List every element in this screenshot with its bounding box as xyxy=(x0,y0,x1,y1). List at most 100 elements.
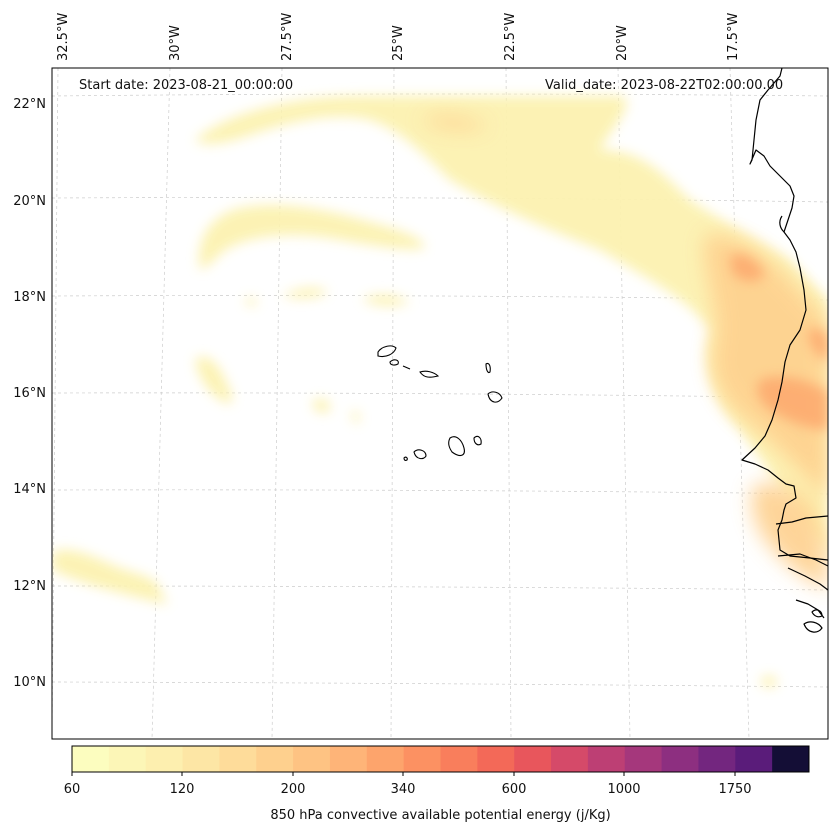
colorbar-swatch xyxy=(514,746,552,772)
island-maio xyxy=(473,435,482,446)
colorbar-swatch xyxy=(661,746,699,772)
colorbar-swatch xyxy=(403,746,441,772)
island-brava xyxy=(403,456,408,461)
island-santiago xyxy=(448,436,465,457)
cape-blob-8 xyxy=(654,223,667,234)
colorbar-swatch xyxy=(182,746,220,772)
cape-band-southwest xyxy=(52,549,168,605)
lat-label-12n: 12°N xyxy=(13,579,46,594)
gridline-lon-20 xyxy=(617,68,631,739)
colorbar-tick-340: 340 xyxy=(390,782,416,797)
lat-label-20n: 20°N xyxy=(13,194,46,209)
colorbar-tick-120: 120 xyxy=(169,782,195,797)
colorbar-swatch xyxy=(366,746,405,772)
plot-frame xyxy=(51,67,829,740)
cape-blob-3 xyxy=(195,356,232,404)
coastline xyxy=(741,68,828,633)
colorbar-tick-60: 60 xyxy=(63,782,81,797)
gridline-lat-14 xyxy=(52,489,828,495)
island-boa-vista xyxy=(487,391,503,403)
gridline-lat-12 xyxy=(52,585,828,591)
island-sao-nicolau xyxy=(419,370,440,378)
gridline-lat-22 xyxy=(52,93,828,97)
gridlines xyxy=(52,68,828,739)
cape-band-north xyxy=(195,96,828,560)
colorbar-swatch xyxy=(440,746,478,772)
colorbar-swatch xyxy=(329,746,368,772)
colorbar-tick-1750: 1750 xyxy=(718,782,752,797)
cape-blob-4 xyxy=(312,398,331,413)
lon-label-275w: 27.5°W xyxy=(280,12,295,61)
colorbar-swatch xyxy=(772,746,810,772)
lat-label-22n: 22°N xyxy=(13,97,46,112)
plot-area xyxy=(52,68,828,739)
cape-north-medium xyxy=(420,116,490,130)
cape-blob-9 xyxy=(676,255,693,270)
lon-label-175w: 17.5°W xyxy=(726,12,741,61)
coast-mainland xyxy=(741,68,828,561)
cape-core-1 xyxy=(730,253,765,282)
colorbar-swatch xyxy=(293,746,331,772)
lat-label-16n: 16°N xyxy=(13,386,46,401)
gridline-lat-20 xyxy=(52,197,828,203)
cape-core-2 xyxy=(757,376,828,430)
coast-gambia-south xyxy=(777,553,828,567)
colorbar-swatch xyxy=(145,746,184,772)
cape-blob-5 xyxy=(760,675,778,688)
island-sal xyxy=(485,362,491,374)
colorbar-swatch xyxy=(587,746,626,772)
colorbar-swatch xyxy=(477,746,515,772)
colorbar-tick-600: 600 xyxy=(501,782,527,797)
gridline-lat-18 xyxy=(52,295,828,301)
colorbar-title: 850 hPa convective available potential e… xyxy=(270,808,611,823)
colorbar-swatch xyxy=(72,746,110,772)
colorbar-swatch xyxy=(108,746,147,772)
lat-label-18n: 18°N xyxy=(13,290,46,305)
cape-band-west xyxy=(199,205,425,270)
lon-label-30w: 30°W xyxy=(168,25,183,61)
start-date-label: Start date: 2023-08-21_00:00:00 xyxy=(79,78,294,93)
gridline-lon-25 xyxy=(390,68,395,739)
cape-coast-south-medium xyxy=(751,482,828,590)
lon-label-325w: 32.5°W xyxy=(56,12,71,61)
gridline-lon-175 xyxy=(729,68,750,739)
colorbar-tick-1000: 1000 xyxy=(607,782,641,797)
cape-blob-6 xyxy=(245,297,257,306)
ocean-background xyxy=(52,68,828,739)
valid-date-label: Valid_date: 2023-08-22T02:00:00.00 xyxy=(545,78,784,93)
cabo-verde-islands xyxy=(377,345,503,461)
cape-blob-7 xyxy=(351,410,360,424)
gridline-lat-10 xyxy=(52,681,828,688)
colorbar-swatch xyxy=(551,746,589,772)
cape-coast-medium xyxy=(704,234,828,500)
bijagos-island-2 xyxy=(811,609,823,618)
lon-label-20w: 20°W xyxy=(615,25,630,61)
coast-inlet-1 xyxy=(779,215,785,233)
cape-blob-2 xyxy=(362,294,410,306)
colorbar-swatch xyxy=(219,746,257,772)
coast-islands-south xyxy=(795,599,825,619)
coast-gambia-north xyxy=(775,515,828,525)
colorbar-swatch xyxy=(624,746,663,772)
cape-core-3 xyxy=(808,328,828,362)
colorbar-swatch xyxy=(735,746,773,772)
colorbar-tick-200: 200 xyxy=(280,782,306,797)
gridline-lon-325 xyxy=(52,68,59,739)
colorbar-frame xyxy=(71,745,810,773)
colorbar-swatch xyxy=(698,746,736,772)
island-sao-vicente xyxy=(389,359,399,366)
cape-field xyxy=(52,96,828,688)
lat-label-10n: 10°N xyxy=(13,675,46,690)
bijagos-island-1 xyxy=(803,621,823,633)
cape-blob-1 xyxy=(282,287,328,299)
colorbar xyxy=(71,745,810,776)
gridline-lon-30 xyxy=(151,68,171,739)
colorbar-swatch xyxy=(256,746,294,772)
lon-label-225w: 22.5°W xyxy=(503,12,518,61)
island-santo-antao xyxy=(377,345,397,358)
coast-guinea-bissau xyxy=(787,567,828,591)
gridline-lat-16 xyxy=(52,392,828,399)
gridline-lon-275 xyxy=(271,68,283,739)
